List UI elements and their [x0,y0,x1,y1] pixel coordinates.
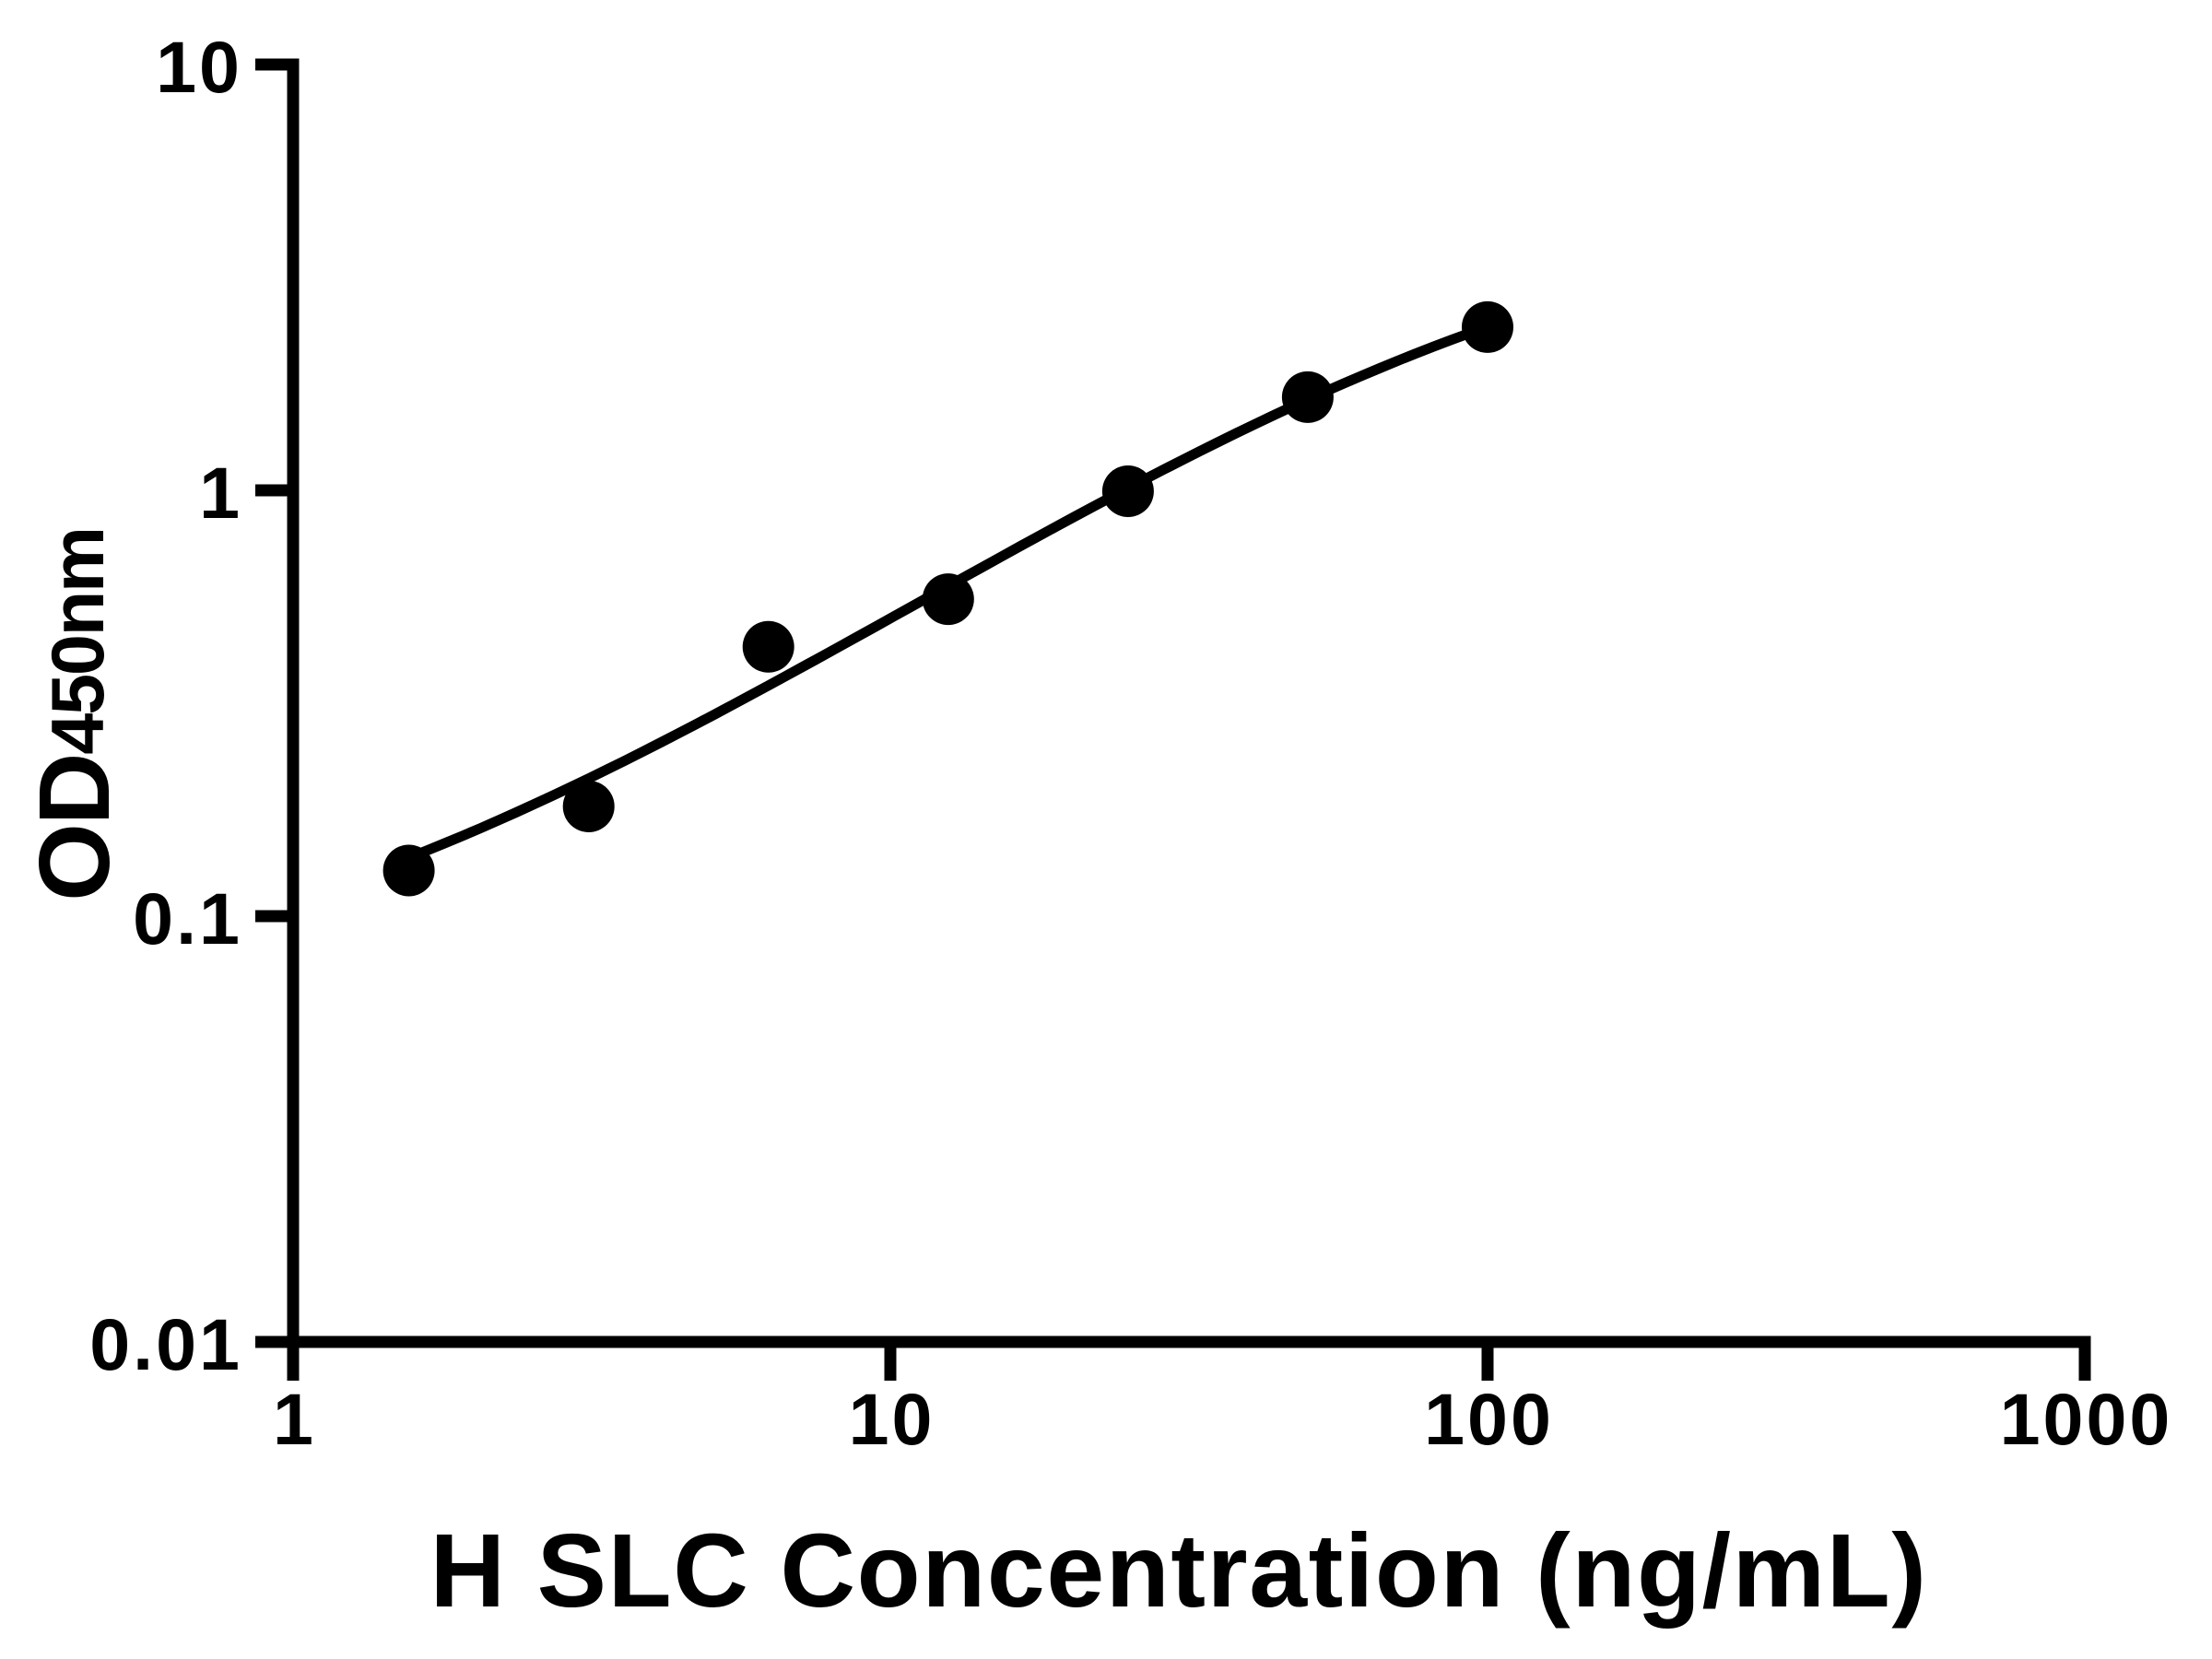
svg-text:OD450nm: OD450nm [18,528,131,901]
svg-text:1000: 1000 [2000,1378,2173,1460]
svg-text:0.1: 0.1 [133,877,242,959]
svg-text:10: 10 [156,26,242,108]
svg-text:100: 100 [1424,1378,1554,1460]
svg-text:H SLC Concentration (ng/mL): H SLC Concentration (ng/mL) [429,1512,1927,1629]
svg-text:0.01: 0.01 [89,1303,242,1385]
svg-text:10: 10 [849,1378,935,1460]
svg-text:1: 1 [199,452,242,534]
svg-text:1: 1 [273,1378,316,1460]
